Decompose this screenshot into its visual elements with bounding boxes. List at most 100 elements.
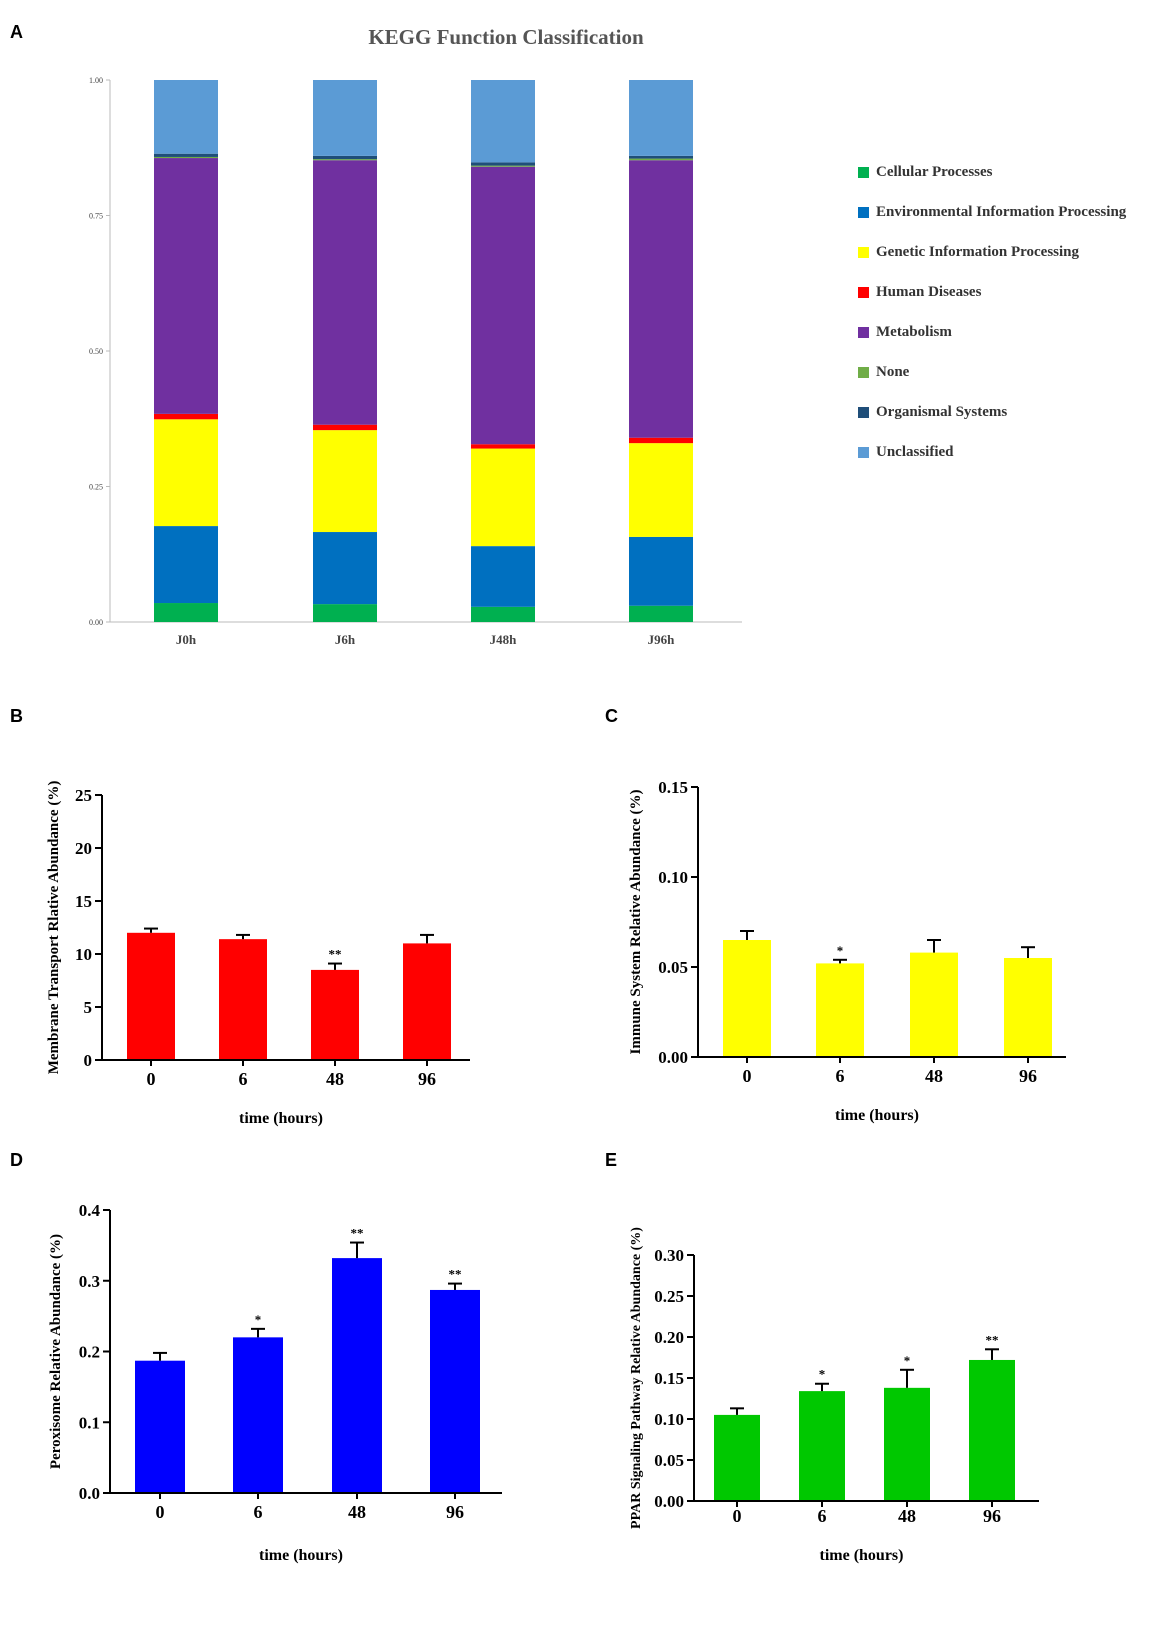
chart-e-y-tick-label: 0.30 bbox=[654, 1246, 684, 1265]
chart-a-bar-J6h-none bbox=[313, 159, 377, 161]
chart-a-x-tick-label: J96h bbox=[648, 632, 676, 647]
chart-d-x-tick-label: 48 bbox=[348, 1502, 366, 1522]
panel-letter-b: B bbox=[10, 706, 23, 726]
legend-swatch bbox=[858, 246, 869, 258]
legend-swatch bbox=[858, 366, 869, 378]
chart-a-y-tick-label: 0.00 bbox=[89, 618, 103, 627]
legend-label: Unclassified bbox=[876, 443, 954, 460]
chart-a-y-tick-label: 0.50 bbox=[89, 347, 103, 356]
chart-d-y-tick-label: 0.0 bbox=[79, 1484, 100, 1503]
chart-b-y-axis-label: Membrane Transport Rlative Abundance (%) bbox=[46, 781, 62, 1075]
chart-a-bar-J48h-organismal-systems bbox=[471, 162, 535, 166]
legend-item: Genetic Information Processing bbox=[858, 232, 1126, 272]
chart-d-significance-label: ** bbox=[449, 1267, 462, 1282]
legend-swatch bbox=[858, 326, 869, 338]
chart-e-significance-label: * bbox=[904, 1353, 911, 1368]
chart-c-significance-label: * bbox=[837, 943, 844, 958]
panel-letter-a: A bbox=[10, 22, 23, 42]
chart-d-y-tick-label: 0.1 bbox=[79, 1413, 100, 1432]
chart-a-bar-J6h-environmental-information-processing bbox=[313, 532, 377, 605]
chart-a-bar-J48h-genetic-information-processing bbox=[471, 448, 535, 547]
chart-a-bar-J48h-human-diseases bbox=[471, 444, 535, 449]
chart-e-y-tick-label: 0.00 bbox=[654, 1492, 684, 1511]
legend-swatch bbox=[858, 206, 869, 218]
chart-a-x-tick-label: J0h bbox=[176, 632, 197, 647]
chart-a-bar-J0h-organismal-systems bbox=[154, 153, 218, 157]
chart-c-bar-96 bbox=[1004, 958, 1052, 1057]
chart-a-bar-J48h-cellular-processes bbox=[471, 606, 535, 622]
chart-b-x-tick-label: 6 bbox=[239, 1069, 248, 1089]
chart-d-x-tick-label: 0 bbox=[156, 1502, 165, 1522]
chart-a-bar-J0h-unclassified bbox=[154, 80, 218, 154]
chart-d-y-tick-label: 0.2 bbox=[79, 1343, 100, 1362]
chart-e-bar-96 bbox=[969, 1359, 1015, 1501]
chart-e-y-tick-label: 0.15 bbox=[654, 1369, 684, 1388]
chart-a-bar-J96h-human-diseases bbox=[629, 437, 693, 444]
chart-e-x-axis-label: time (hours) bbox=[820, 1547, 904, 1564]
panel-letter-d: D bbox=[10, 1150, 23, 1170]
chart-b-y-tick-label: 0 bbox=[84, 1051, 93, 1070]
legend-label: Environmental Information Processing bbox=[876, 203, 1127, 220]
chart-e-x-tick-label: 96 bbox=[983, 1506, 1001, 1526]
legend-item: Cellular Processes bbox=[858, 152, 1126, 192]
chart-c-y-tick-label: 0.05 bbox=[658, 958, 688, 977]
chart-c-x-tick-label: 96 bbox=[1019, 1066, 1037, 1086]
chart-d-y-axis-label: Peroxisome Relative Abundance (%) bbox=[48, 1234, 64, 1469]
legend-item: Organismal Systems bbox=[858, 392, 1126, 432]
panel-letter-e: E bbox=[605, 1150, 618, 1170]
chart-c-y-tick-label: 0.00 bbox=[658, 1048, 688, 1067]
chart-e-x-tick-label: 48 bbox=[898, 1506, 916, 1526]
chart-b-bar-0 bbox=[127, 932, 175, 1060]
chart-a-bar-J48h-unclassified bbox=[471, 80, 535, 163]
chart-d-significance-label: * bbox=[255, 1312, 262, 1327]
chart-a-bar-J0h-cellular-processes bbox=[154, 603, 218, 622]
chart-e-y-axis-label: PPAR Signaling Pathway Relative Abundanc… bbox=[629, 1227, 644, 1529]
chart-b-y-tick-label: 25 bbox=[75, 786, 92, 805]
chart-c-y-tick-label: 0.15 bbox=[658, 778, 688, 797]
chart-a-bar-J96h-metabolism bbox=[629, 160, 693, 438]
chart-a-bar-J96h-organismal-systems bbox=[629, 155, 693, 159]
legend-item: Metabolism bbox=[858, 312, 1126, 352]
legend-label: Organismal Systems bbox=[876, 403, 1008, 420]
chart-d-bar-96 bbox=[430, 1289, 480, 1493]
chart-c-bar-0 bbox=[723, 940, 771, 1057]
chart-e-x-tick-label: 6 bbox=[818, 1506, 827, 1526]
chart-e-y-tick-label: 0.20 bbox=[654, 1328, 684, 1347]
chart-b-bar-6 bbox=[219, 939, 267, 1060]
legend-item: None bbox=[858, 352, 1126, 392]
legend-swatch bbox=[858, 286, 869, 298]
chart-b-bar-96 bbox=[403, 943, 451, 1060]
chart-a-bar-J0h-none bbox=[154, 156, 218, 159]
legend-label: Human Diseases bbox=[876, 283, 982, 300]
chart-a-y-tick-label: 0.75 bbox=[89, 212, 103, 221]
chart-e-y-tick-label: 0.10 bbox=[654, 1410, 684, 1429]
legend-label: None bbox=[876, 363, 910, 380]
chart-b-y-tick-label: 10 bbox=[75, 945, 92, 964]
chart-d-significance-label: ** bbox=[351, 1226, 364, 1241]
legend-label: Metabolism bbox=[876, 323, 952, 340]
chart-e-bar-48 bbox=[884, 1387, 930, 1501]
chart-a-bar-J6h-genetic-information-processing bbox=[313, 430, 377, 533]
chart-a-title: KEGG Function Classification bbox=[368, 25, 644, 49]
chart-c-x-tick-label: 6 bbox=[836, 1066, 845, 1086]
chart-b-x-tick-label: 96 bbox=[418, 1069, 436, 1089]
chart-a-bar-J48h-metabolism bbox=[471, 166, 535, 445]
chart-b-bar-48 bbox=[311, 969, 359, 1060]
chart-b-significance-label: ** bbox=[329, 947, 342, 962]
chart-e-x-tick-label: 0 bbox=[733, 1506, 742, 1526]
chart-a-x-tick-label: J6h bbox=[335, 632, 356, 647]
chart-a-bar-J96h-unclassified bbox=[629, 80, 693, 156]
chart-a-bar-J6h-human-diseases bbox=[313, 424, 377, 431]
chart-a-bar-J96h-genetic-information-processing bbox=[629, 443, 693, 537]
chart-c-x-tick-label: 0 bbox=[743, 1066, 752, 1086]
chart-b-x-tick-label: 48 bbox=[326, 1069, 344, 1089]
chart-c-x-axis-label: time (hours) bbox=[835, 1107, 919, 1124]
chart-d-y-tick-label: 0.4 bbox=[79, 1201, 101, 1220]
chart-a-bar-J0h-metabolism bbox=[154, 158, 218, 414]
legend-swatch bbox=[858, 406, 869, 418]
chart-a-bar-J0h-environmental-information-processing bbox=[154, 526, 218, 604]
chart-e-bar-6 bbox=[799, 1391, 845, 1501]
legend-label: Genetic Information Processing bbox=[876, 243, 1080, 260]
chart-c-x-tick-label: 48 bbox=[925, 1066, 943, 1086]
legend-item: Unclassified bbox=[858, 432, 1126, 472]
